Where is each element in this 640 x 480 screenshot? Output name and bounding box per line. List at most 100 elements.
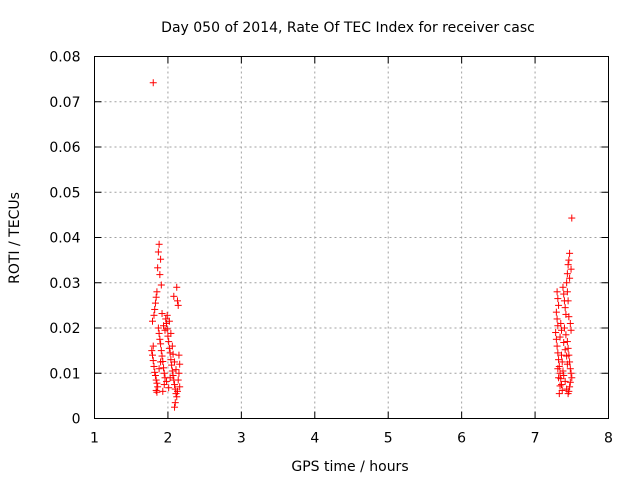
data-point [563,270,571,278]
data-point [162,315,170,323]
x-tick-label: 4 [310,431,319,447]
x-tick-label: 2 [163,431,172,447]
data-point [160,364,168,372]
data-point [172,366,180,374]
data-point [171,381,179,389]
data-point [175,351,183,359]
y-tick-label: 0.01 [49,366,80,382]
data-point [153,379,161,387]
y-tick-label: 0.03 [49,276,80,292]
x-tick-label: 1 [90,431,99,447]
data-point [567,369,575,377]
data-point [554,349,562,357]
data-point [152,386,160,394]
x-tick-label: 6 [457,431,466,447]
data-point [173,283,181,291]
data-point [557,319,565,327]
data-point [563,338,571,346]
data-point [153,388,161,396]
data-point [168,361,176,369]
data-point [168,367,176,375]
data-point [149,317,157,325]
data-point [150,311,158,319]
data-point [163,311,171,319]
y-tick-label: 0.08 [49,50,80,66]
data-point [563,385,571,393]
x-tick-label: 7 [531,431,540,447]
data-points [148,79,576,411]
data-point [555,356,563,364]
data-point [171,358,179,366]
data-point [170,292,178,300]
data-point [556,382,564,390]
data-point [553,342,561,350]
chart-title: Day 050 of 2014, Rate Of TEC Index for r… [161,20,535,36]
data-point [173,297,181,305]
data-point [151,372,159,380]
data-point [149,342,157,350]
data-point [151,368,159,376]
data-point [553,288,561,296]
data-point [148,347,156,355]
data-point [149,79,157,87]
grid-lines [94,56,609,419]
data-point [157,347,165,355]
data-point [564,261,572,269]
data-point [153,288,161,296]
data-point [160,369,168,377]
data-point [160,322,168,330]
data-point [563,352,571,360]
data-point [152,376,160,384]
data-point [173,387,181,395]
data-point [149,351,157,359]
data-point [174,301,182,309]
data-point [566,274,574,282]
data-point [558,381,566,389]
data-point [155,329,163,337]
data-point [166,349,174,357]
data-point [158,352,166,360]
data-point [157,281,165,289]
data-point [563,360,571,368]
data-point [173,393,181,401]
data-point [154,324,162,332]
data-point [555,374,563,382]
data-point [152,293,160,301]
data-point [566,365,574,373]
data-point [556,333,564,341]
data-point [552,308,560,316]
data-point [171,399,179,407]
data-point [561,304,569,312]
data-point [157,255,165,263]
data-point [165,384,173,392]
y-tick-label: 0.05 [49,185,80,201]
data-point [554,365,562,373]
data-point [559,367,567,375]
data-point [155,240,163,248]
data-point [150,362,158,370]
data-point [176,360,184,368]
data-point [157,340,165,348]
data-point [156,271,164,279]
data-point [154,248,162,256]
x-tick-labels: 1 2 3 4 5 6 7 8 [90,431,613,447]
data-point [161,326,169,334]
data-point [553,315,561,323]
data-point [554,295,562,303]
data-point [566,249,574,257]
data-point [558,326,566,334]
data-point [564,297,572,305]
data-point [168,342,176,350]
data-point [165,317,173,325]
data-point [552,329,560,337]
data-point [552,335,560,343]
data-point [566,378,574,386]
data-point [558,358,566,366]
data-point [156,335,164,343]
data-point [169,350,177,358]
data-point [151,305,159,313]
data-point [165,338,173,346]
data-point [154,383,162,391]
data-point [167,329,175,337]
data-point [558,386,566,394]
